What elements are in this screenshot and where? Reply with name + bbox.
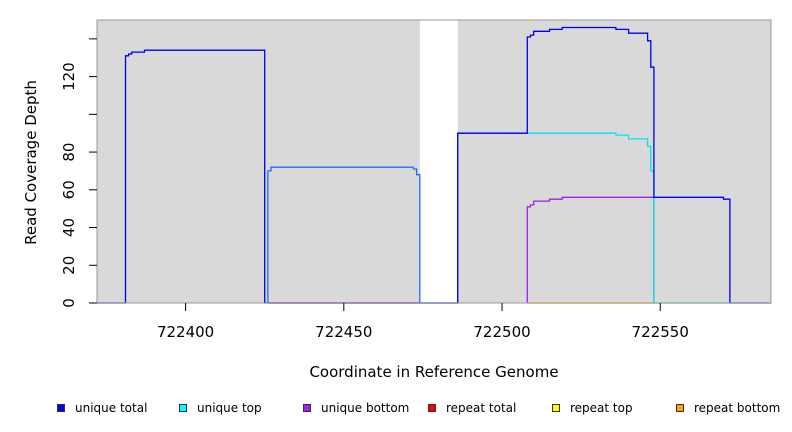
y-axis-label: Read Coverage Depth bbox=[22, 80, 40, 245]
x-axis: 722400 722450 722500 722550 bbox=[157, 303, 689, 341]
y-tick-label: 0 bbox=[60, 298, 78, 308]
y-axis: 0 20 40 60 80 120 bbox=[60, 38, 97, 308]
legend-swatch bbox=[303, 404, 311, 412]
plot-frame bbox=[96, 19, 772, 304]
legend-label: unique top bbox=[197, 401, 262, 415]
legend-item: repeat bottom bbox=[676, 401, 780, 415]
y-tick-label: 80 bbox=[60, 143, 78, 162]
y-tick-label: 60 bbox=[60, 180, 78, 199]
legend-swatch bbox=[57, 404, 65, 412]
y-tick-label: 120 bbox=[60, 62, 78, 91]
legend-label: unique bottom bbox=[321, 401, 410, 415]
legend-item: repeat top bbox=[552, 401, 633, 415]
series-line-unique-bottom bbox=[526, 196, 655, 303]
legend-swatch bbox=[552, 404, 560, 412]
legend-label: repeat bottom bbox=[694, 401, 781, 415]
coverage-chart: 722400 722450 722500 722550 0 20 40 60 80 120 Co… bbox=[22, 19, 772, 381]
legend-item: unique bottom bbox=[303, 401, 409, 415]
x-tick-label: 722550 bbox=[632, 323, 689, 341]
legend-label: unique total bbox=[75, 401, 148, 415]
gap-region bbox=[419, 20, 458, 303]
legend-swatch bbox=[428, 404, 436, 412]
legend-label: repeat total bbox=[446, 401, 517, 415]
legend: unique total unique top unique bottom repea… bbox=[0, 401, 792, 419]
legend-swatch bbox=[179, 404, 187, 412]
y-tick-label: 20 bbox=[60, 256, 78, 275]
y-tick-label: 40 bbox=[60, 218, 78, 237]
legend-item: unique total bbox=[57, 401, 147, 415]
legend-label: repeat top bbox=[570, 401, 633, 415]
x-axis-label: Coordinate in Reference Genome bbox=[309, 363, 558, 381]
legend-swatch bbox=[676, 404, 684, 412]
legend-item: repeat total bbox=[428, 401, 516, 415]
legend-item: unique top bbox=[179, 401, 262, 415]
x-tick-label: 722500 bbox=[473, 323, 530, 341]
x-tick-label: 722400 bbox=[157, 323, 214, 341]
x-tick-label: 722450 bbox=[315, 323, 372, 341]
series-line-unique-total bbox=[97, 26, 771, 304]
